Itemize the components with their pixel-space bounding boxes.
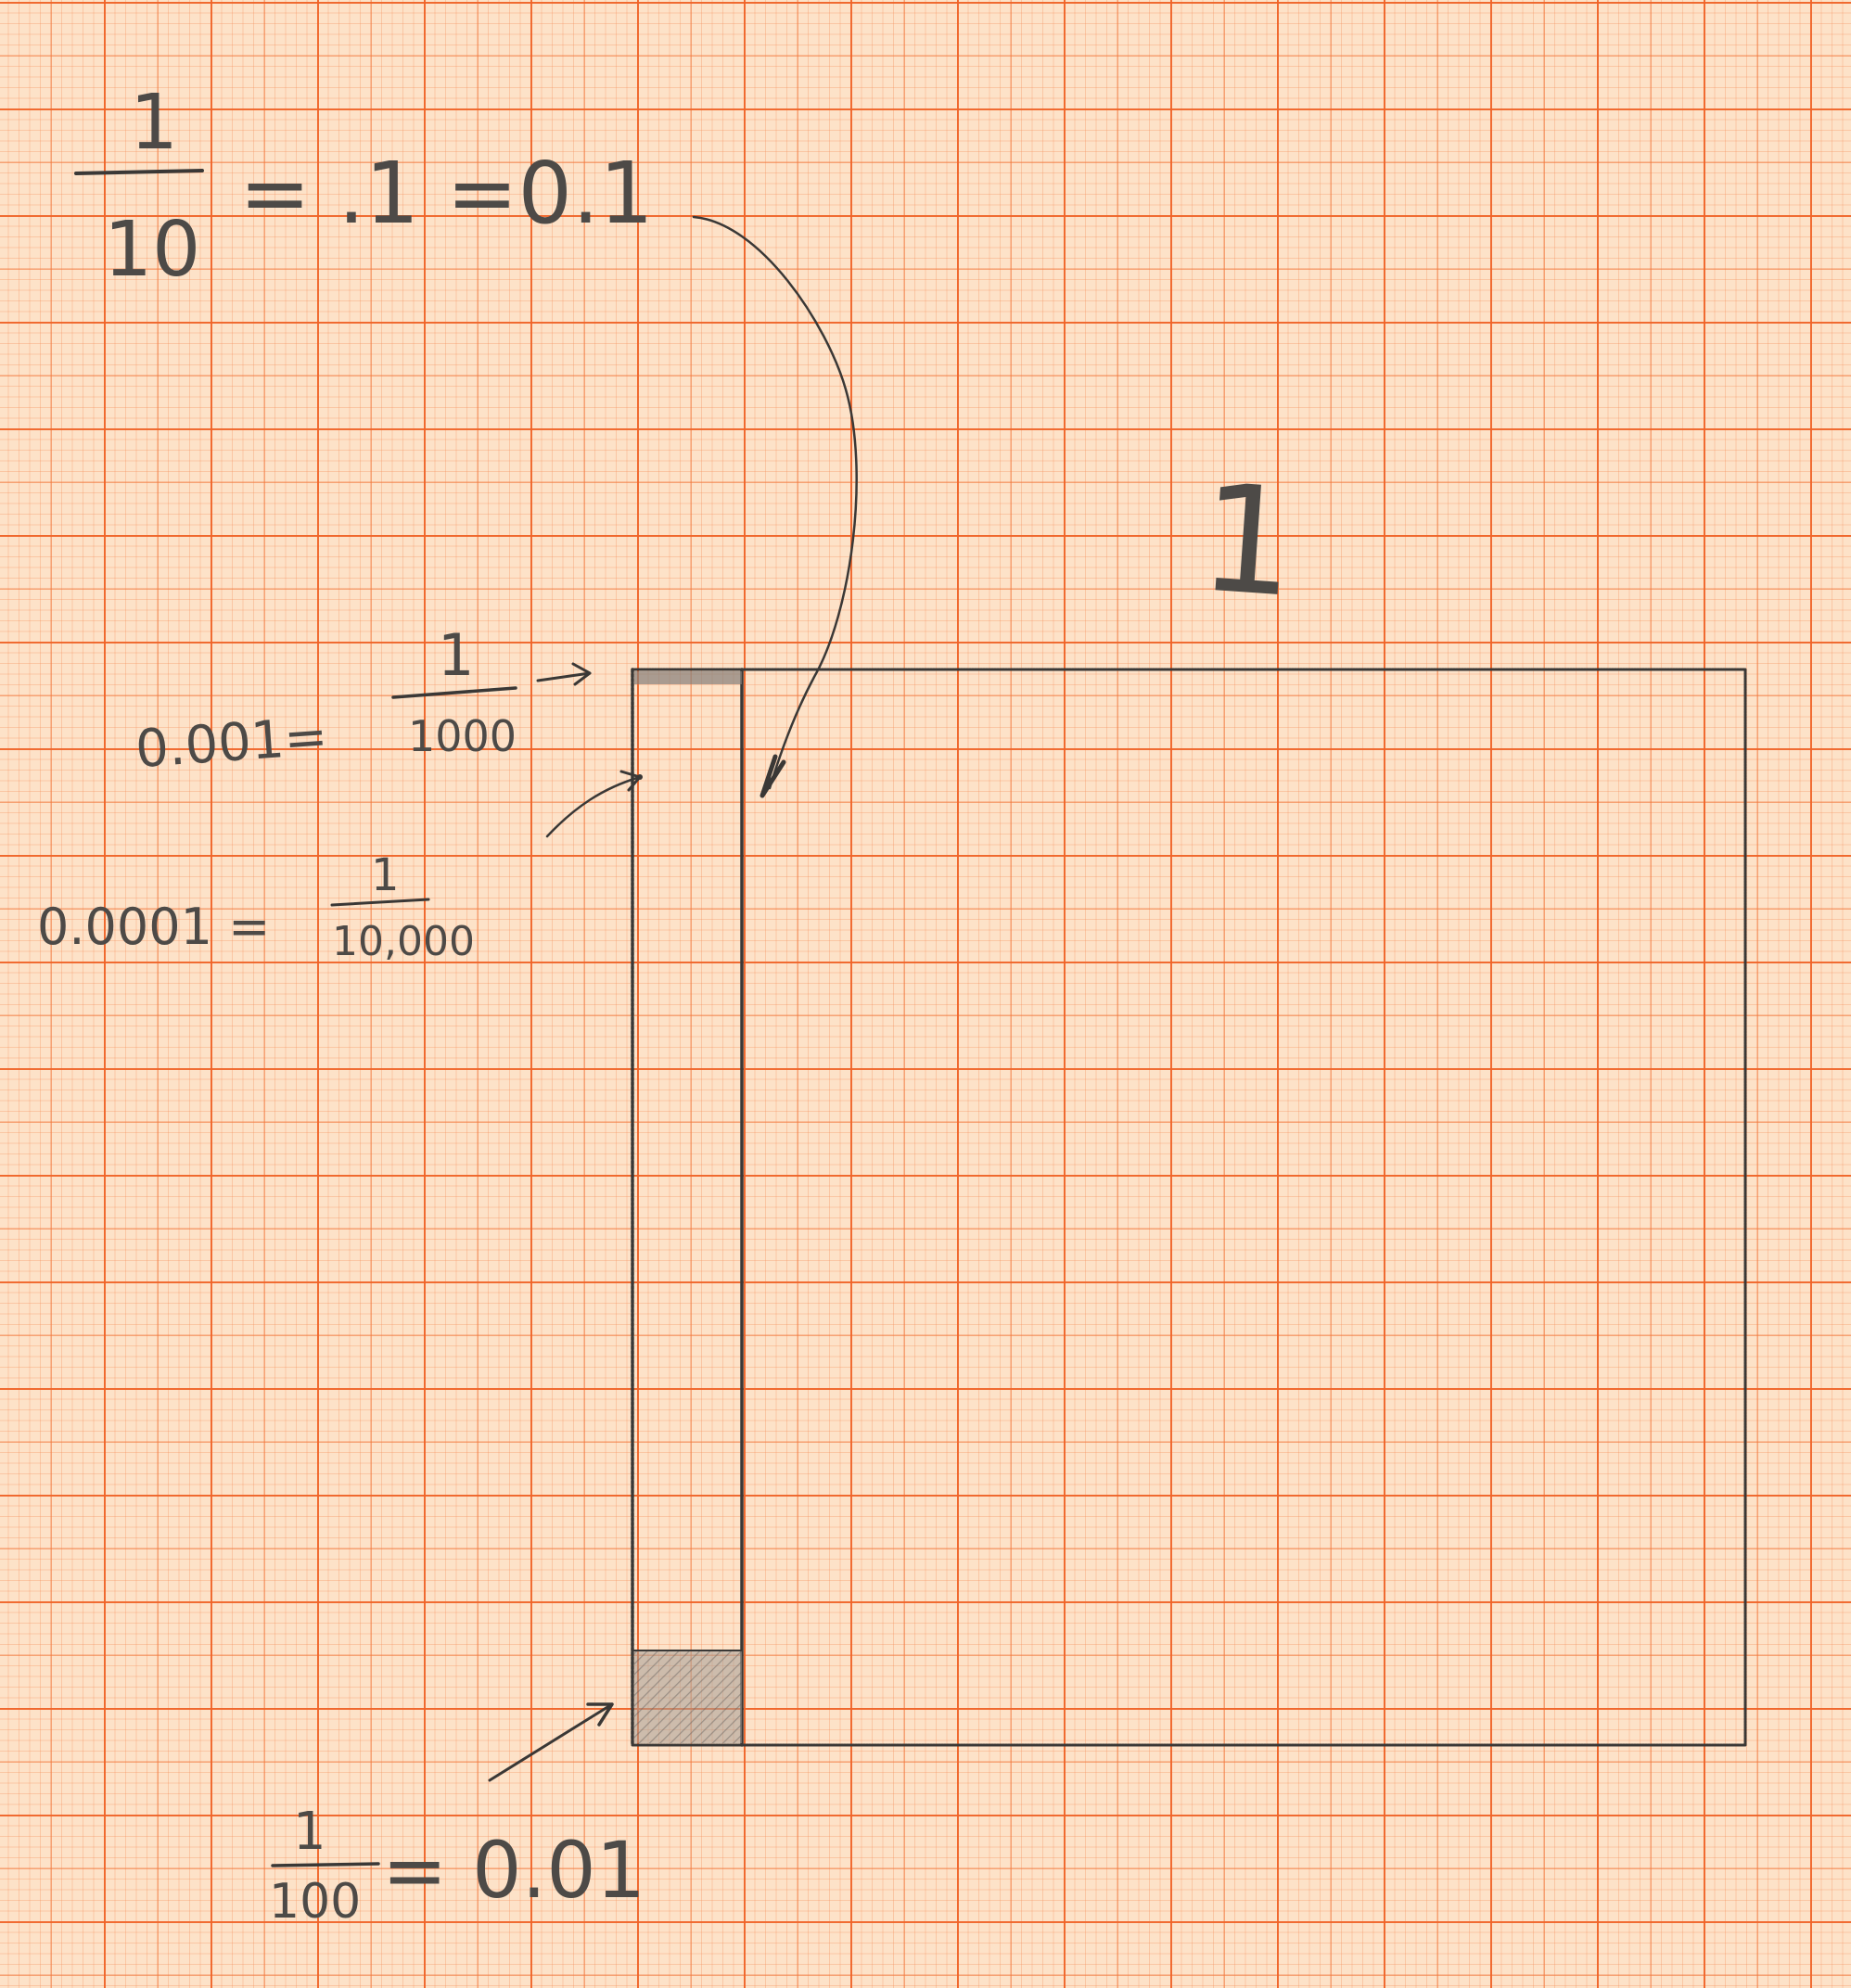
thousandth-denominator: 1000 [408,711,517,761]
thousandth-strip [634,671,742,684]
hundredth-denominator: 100 [269,1874,361,1930]
ten-thousandth-decimal: 0.0001 = [37,898,270,956]
ten-thousandth-denominator: 10,000 [332,918,475,965]
thousandth-fraction-bar [391,686,517,699]
hundredth-square [632,1650,743,1743]
tenth-numerator: 1 [130,79,178,167]
ten-thousandth-dot [637,774,643,780]
hundredth-numerator: 1 [293,1802,326,1862]
tenth-fraction-bar [74,169,204,175]
whole-square [631,668,1747,1747]
whole-label: 1 [1194,451,1301,631]
ten-thousandth-arrow [545,770,643,838]
equation-one-thousandth: 0.001= 1 1000 [134,621,517,780]
thousandth-arrow [536,662,592,686]
tenth-denominator: 10 [104,206,200,294]
hundredth-equals-decimal: = 0.01 [382,1825,645,1916]
tenth-arrow [692,215,858,798]
ten-thousandth-numerator: 1 [371,849,400,901]
equation-one-hundredth: 1 100 = 0.01 [269,1802,645,1930]
thousandth-numerator: 1 [438,621,474,689]
thousandth-decimal: 0.001= [134,707,329,780]
hundredth-fraction-bar [271,1862,380,1867]
ten-thousandth-fraction-bar [330,898,430,907]
equation-one-ten-thousandth: 0.0001 = 1 10,000 [37,849,475,965]
tenth-equals-decimal: = .1 =0.1 [239,144,654,243]
tenth-column [631,668,744,1747]
equation-one-tenth: 1 10 = .1 =0.1 [74,79,654,294]
hundredth-arrow [488,1702,614,1782]
